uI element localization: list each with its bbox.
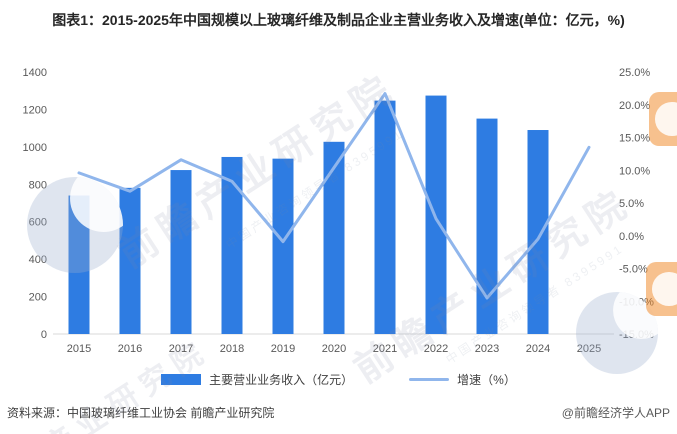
x-axis-year-label: 2025 <box>577 343 601 355</box>
x-axis-year-label: 2021 <box>373 343 397 355</box>
revenue-bar-2023 <box>476 118 498 334</box>
revenue-bar-2017 <box>170 170 192 334</box>
revenue-bar-swatch-icon <box>161 374 202 385</box>
revenue-bar-2016 <box>119 187 141 334</box>
right-axis-tick-label: -15.0% <box>619 329 654 341</box>
x-axis-year-label: 2016 <box>118 343 142 355</box>
right-axis-tick-label: 15.0% <box>619 133 650 145</box>
x-axis-year-label: 2020 <box>322 343 346 355</box>
right-axis-tick-label: -10.0% <box>619 296 654 308</box>
legend-item-revenue: 主要营业业务收入（亿元） <box>161 371 353 388</box>
left-axis-tick-label: 800 <box>29 179 47 191</box>
chart-legend: 主要营业业务收入（亿元） 增速（%） <box>0 371 677 388</box>
x-axis-year-label: 2023 <box>475 343 499 355</box>
left-axis-tick-label: 1200 <box>23 104 47 116</box>
x-axis-year-label: 2019 <box>271 343 295 355</box>
revenue-bar-2018 <box>221 156 243 334</box>
left-axis-tick-label: 600 <box>29 217 47 229</box>
right-axis-tick-label: 5.0% <box>619 198 644 210</box>
growth-rate-line <box>77 92 591 300</box>
x-axis-year-label: 2018 <box>220 343 244 355</box>
left-axis-tick-label: 200 <box>29 292 47 304</box>
growth-line-swatch-icon <box>409 378 450 381</box>
legend-item-growth: 增速（%） <box>409 371 516 388</box>
source-text: 资料来源：中国玻璃纤维工业协会 前瞻产业研究院 <box>7 406 275 420</box>
right-axis-tick-label: -5.0% <box>619 264 648 276</box>
revenue-bar-2019 <box>272 158 294 334</box>
x-axis-year-label: 2024 <box>526 343 550 355</box>
revenue-bar-2020 <box>323 141 345 334</box>
revenue-bar-2024 <box>527 130 549 334</box>
left-axis-tick-label: 1000 <box>23 142 47 154</box>
x-axis-year-label: 2015 <box>67 343 91 355</box>
chart-footer: 资料来源：中国玻璃纤维工业协会 前瞻产业研究院 @前瞻经济学人APP <box>7 404 670 421</box>
right-axis-tick-label: 0.0% <box>619 231 644 243</box>
legend-revenue-label: 主要营业业务收入（亿元） <box>209 373 354 387</box>
left-axis-tick-label: 0 <box>41 329 47 341</box>
x-axis-year-label: 2017 <box>169 343 193 355</box>
legend-growth-label: 增速（%） <box>457 373 516 387</box>
revenue-bar-2015 <box>68 195 90 334</box>
revenue-bar-2021 <box>374 100 396 334</box>
left-axis-tick-label: 1400 <box>23 67 47 79</box>
right-axis-tick-label: 25.0% <box>619 67 650 79</box>
chart-title: 图表1：2015-2025年中国规模以上玻璃纤维及制品企业主营业务收入及增速(单… <box>52 12 625 28</box>
x-axis-year-label: 2022 <box>424 343 448 355</box>
credit-text: @前瞻经济学人APP <box>561 406 670 420</box>
right-axis-tick-label: 10.0% <box>619 165 650 177</box>
right-axis-tick-label: 20.0% <box>619 100 650 112</box>
left-axis-tick-label: 400 <box>29 254 47 266</box>
combo-chart-plot-area: 0 200 400 600 800 1000 1200 1400 -15.0% -10.0% -5.… <box>23 67 655 355</box>
